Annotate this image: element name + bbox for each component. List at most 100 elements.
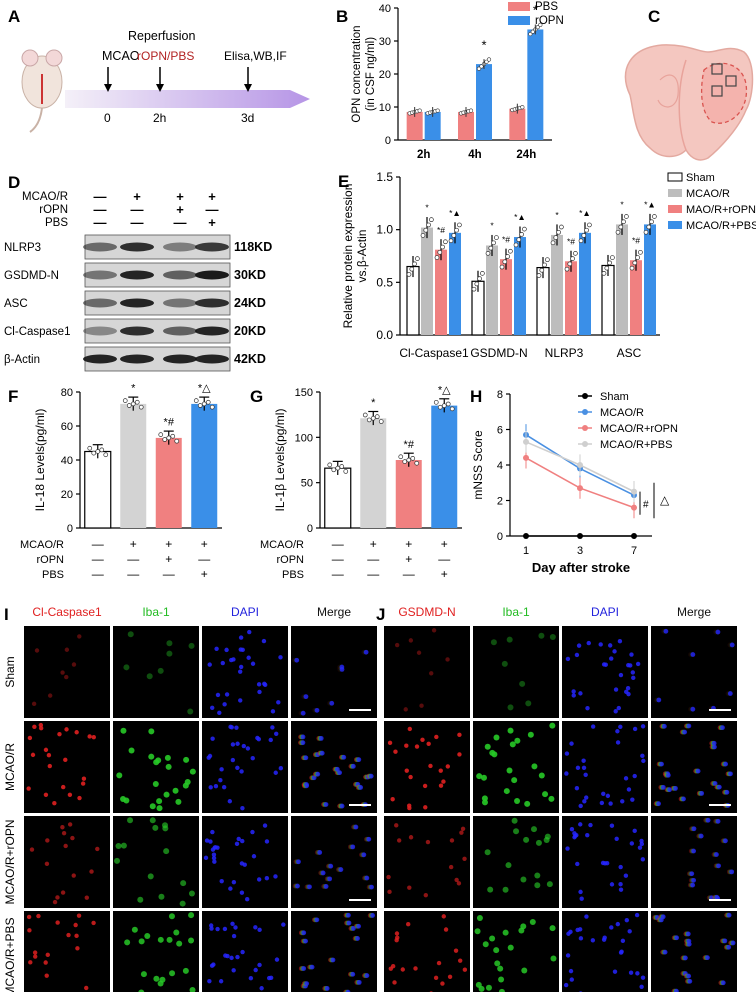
protein-expression-chart: E 0.0 0.5 1.0 1.5 Relative protein expressio… (338, 170, 756, 360)
cell-signal (605, 793, 611, 799)
cell-signal (502, 929, 509, 936)
x-tick-label: GSDMD-N (470, 346, 527, 360)
cell-signal (356, 923, 361, 929)
cell-signal (350, 844, 356, 850)
cell-signal (598, 642, 603, 647)
cell-signal (168, 913, 175, 920)
data-point (545, 257, 550, 263)
condition-sign: — (174, 215, 187, 230)
legend-label: Sham (686, 172, 715, 184)
blot-band (163, 298, 197, 308)
legend-marker (582, 425, 588, 431)
cell-signal (61, 784, 66, 790)
cell-signal (123, 797, 130, 804)
row-label: Sham (3, 656, 17, 687)
cell-signal (705, 955, 710, 961)
cell-signal (690, 882, 696, 888)
data-point (126, 403, 132, 408)
cell-signal (681, 796, 686, 802)
cell-signal (55, 920, 60, 925)
cell-signal (543, 837, 550, 844)
data-point (448, 238, 454, 244)
cell-signal (396, 838, 402, 843)
cell-signal (236, 836, 241, 842)
significance-mark: *△ (438, 384, 451, 396)
cell-signal (419, 703, 424, 708)
data-point (638, 249, 643, 255)
cell-signal (33, 954, 38, 959)
cell-signal (601, 937, 607, 942)
blot-band (83, 326, 117, 336)
cell-signal (253, 925, 258, 930)
significance-mark: * (490, 221, 494, 231)
time-0-label: 0 (104, 111, 111, 125)
blot-band (195, 242, 229, 252)
cell-signal (460, 826, 466, 832)
condition-sign: + (201, 537, 208, 551)
data-point (477, 276, 482, 281)
reperfusion-label: Reperfusion (128, 29, 195, 43)
micrograph-tile (384, 721, 470, 813)
cell-signal (45, 952, 50, 958)
data-point (528, 31, 533, 37)
cell-signal (501, 660, 508, 667)
cell-signal (38, 722, 44, 728)
data-point (584, 227, 589, 233)
cell-signal (618, 672, 624, 678)
cell-signal (278, 766, 284, 771)
micrograph-tile (562, 721, 648, 813)
cell-signal (429, 671, 434, 676)
cell-signal (231, 933, 237, 939)
cell-signal (350, 763, 356, 769)
cell-signal (457, 958, 463, 963)
blot-band (163, 326, 197, 336)
cell-signal (74, 933, 79, 939)
cell-signal (608, 801, 613, 806)
cell-signal (631, 675, 636, 681)
micrograph-tile (384, 626, 470, 718)
cell-signal (620, 799, 625, 804)
cell-signal (615, 921, 621, 927)
bar (579, 232, 591, 335)
significance-mark: *▲ (579, 208, 591, 218)
cell-signal (407, 726, 413, 732)
cell-signal (57, 731, 62, 737)
cell-signal (420, 737, 425, 743)
condition-label: rOPN (39, 204, 68, 216)
cell-signal (565, 846, 570, 851)
cell-signal (208, 839, 213, 844)
cell-signal (273, 770, 278, 775)
cell-signal (363, 649, 369, 655)
cell-signal (204, 838, 210, 843)
micrograph-tile (651, 626, 737, 718)
cell-signal (689, 871, 695, 877)
cell-signal (169, 970, 176, 977)
cell-signal (148, 728, 155, 735)
cell-signal (45, 838, 50, 843)
bar (155, 437, 182, 528)
cell-signal (729, 869, 735, 875)
cell-signal (253, 967, 258, 973)
cell-signal (423, 805, 428, 810)
data-point (193, 398, 199, 403)
cell-signal (723, 761, 728, 767)
data-point (581, 233, 587, 238)
data-point (479, 64, 484, 69)
cell-signal (586, 640, 591, 646)
cell-signal (223, 953, 228, 958)
cell-signal (237, 669, 243, 674)
cell-signal (337, 770, 343, 776)
cell-signal (478, 985, 485, 992)
bar (644, 224, 656, 335)
cell-signal (144, 932, 151, 939)
data-point (417, 108, 422, 113)
cell-signal (303, 694, 309, 700)
data-point (423, 227, 429, 233)
condition-sign: + (370, 537, 377, 551)
bar (476, 64, 492, 140)
data-point (201, 401, 207, 407)
cell-signal (716, 863, 721, 869)
cell-signal (581, 765, 587, 770)
condition-sign: + (441, 567, 448, 581)
condition-sign: — (332, 567, 344, 581)
